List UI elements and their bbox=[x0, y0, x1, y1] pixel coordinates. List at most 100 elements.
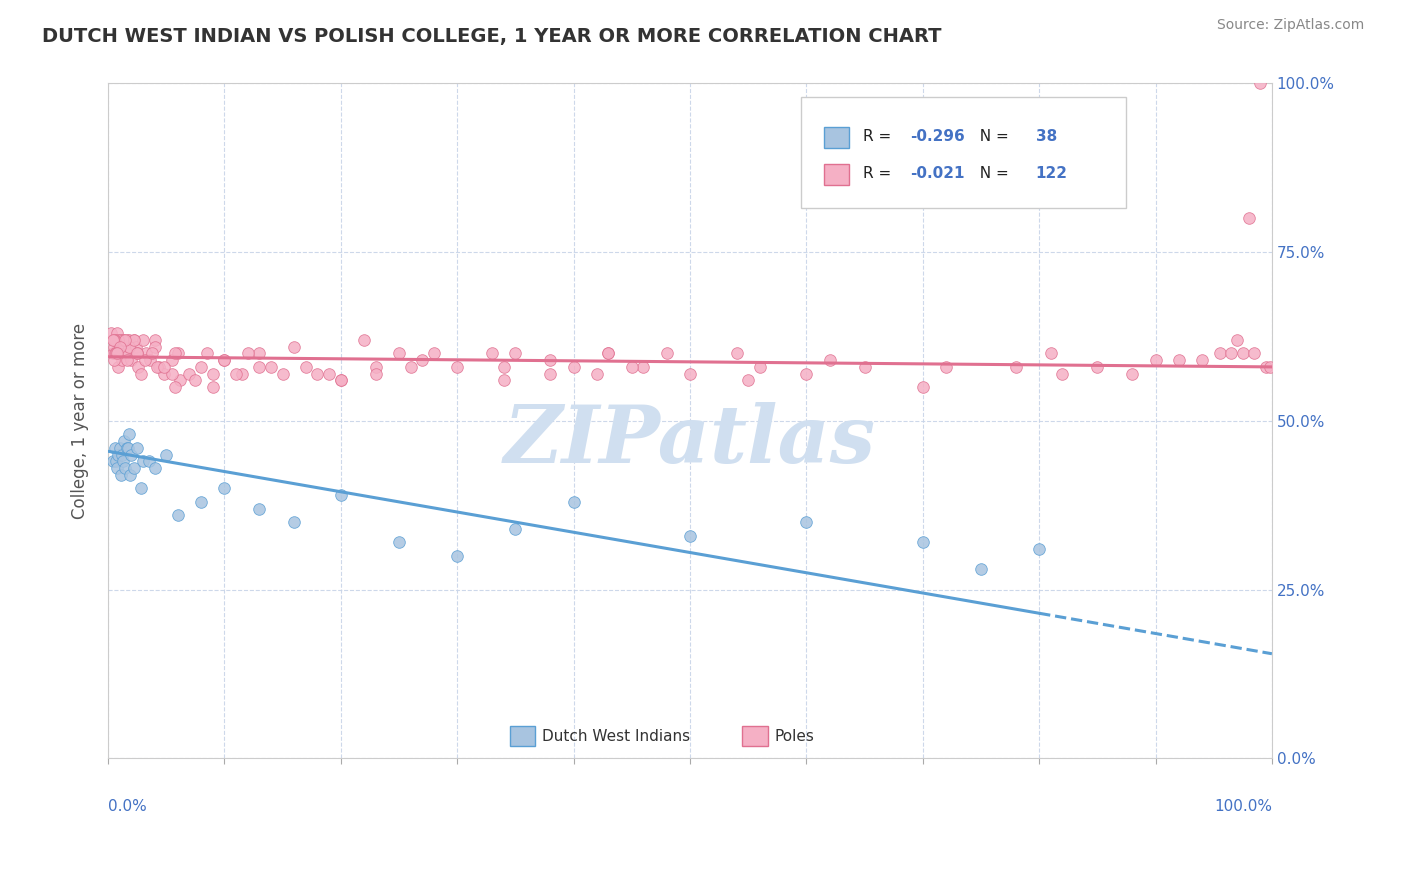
Point bbox=[107, 359, 129, 374]
Point bbox=[117, 441, 139, 455]
Point bbox=[104, 333, 127, 347]
Point bbox=[1237, 211, 1260, 226]
Text: N =: N = bbox=[970, 128, 1014, 144]
Point bbox=[190, 359, 212, 374]
Point bbox=[103, 340, 125, 354]
Point bbox=[562, 359, 585, 374]
Point bbox=[283, 515, 305, 529]
Point bbox=[115, 441, 138, 455]
Point bbox=[122, 333, 145, 347]
Point bbox=[114, 333, 136, 347]
Point bbox=[139, 353, 162, 368]
Point bbox=[271, 367, 294, 381]
Point bbox=[260, 359, 283, 374]
Point bbox=[231, 367, 253, 381]
Point bbox=[127, 441, 149, 455]
Point bbox=[111, 353, 134, 368]
Point bbox=[143, 333, 166, 347]
Point bbox=[179, 367, 201, 381]
Point bbox=[100, 326, 122, 340]
Point bbox=[110, 346, 132, 360]
Point bbox=[132, 454, 155, 468]
Point bbox=[165, 380, 187, 394]
Point bbox=[737, 373, 759, 387]
Point bbox=[112, 333, 135, 347]
Point bbox=[633, 359, 655, 374]
Point bbox=[138, 454, 160, 468]
Point bbox=[108, 340, 131, 354]
Point bbox=[143, 340, 166, 354]
Point bbox=[118, 340, 141, 354]
Point bbox=[103, 333, 125, 347]
Text: -0.021: -0.021 bbox=[910, 167, 965, 181]
Point bbox=[118, 427, 141, 442]
Point bbox=[101, 333, 124, 347]
Point bbox=[107, 333, 129, 347]
Point bbox=[1144, 353, 1167, 368]
Point bbox=[236, 346, 259, 360]
Point bbox=[1028, 542, 1050, 557]
Point bbox=[411, 353, 433, 368]
Point bbox=[160, 353, 183, 368]
Point bbox=[107, 448, 129, 462]
Point bbox=[725, 346, 748, 360]
Point bbox=[110, 467, 132, 482]
Point bbox=[105, 326, 128, 340]
Point bbox=[103, 353, 125, 368]
Point bbox=[120, 340, 142, 354]
Point bbox=[492, 359, 515, 374]
Point bbox=[1085, 359, 1108, 374]
Point bbox=[318, 367, 340, 381]
Point bbox=[295, 359, 318, 374]
Point bbox=[166, 508, 188, 523]
Text: N =: N = bbox=[970, 167, 1014, 181]
Point bbox=[214, 353, 236, 368]
Point bbox=[225, 367, 247, 381]
Point bbox=[492, 373, 515, 387]
Point bbox=[679, 528, 702, 542]
Text: 122: 122 bbox=[1036, 167, 1067, 181]
Point bbox=[538, 367, 561, 381]
Point bbox=[146, 359, 169, 374]
Point bbox=[153, 367, 176, 381]
Point bbox=[111, 448, 134, 462]
Point bbox=[329, 373, 352, 387]
Point bbox=[101, 454, 124, 468]
Text: -0.296: -0.296 bbox=[910, 128, 965, 144]
Point bbox=[104, 346, 127, 360]
Point bbox=[105, 461, 128, 475]
Point bbox=[794, 367, 817, 381]
Text: 0.0%: 0.0% bbox=[108, 799, 146, 814]
Point bbox=[115, 333, 138, 347]
FancyBboxPatch shape bbox=[800, 97, 1126, 209]
Point bbox=[1243, 346, 1265, 360]
Point bbox=[1220, 346, 1243, 360]
Point bbox=[364, 367, 387, 381]
Point bbox=[538, 353, 561, 368]
Point bbox=[818, 353, 841, 368]
Point bbox=[114, 461, 136, 475]
Point bbox=[247, 346, 270, 360]
Point bbox=[1052, 367, 1074, 381]
Point bbox=[129, 482, 152, 496]
Point bbox=[1232, 346, 1254, 360]
Point bbox=[118, 333, 141, 347]
Point bbox=[160, 367, 183, 381]
Point bbox=[105, 346, 128, 360]
Text: Source: ZipAtlas.com: Source: ZipAtlas.com bbox=[1216, 18, 1364, 32]
Point bbox=[388, 346, 411, 360]
Point bbox=[141, 346, 163, 360]
Point bbox=[353, 333, 375, 347]
FancyBboxPatch shape bbox=[824, 164, 849, 185]
Point bbox=[112, 333, 135, 347]
Point bbox=[446, 549, 468, 563]
Point bbox=[195, 346, 218, 360]
Point bbox=[132, 333, 155, 347]
Point bbox=[505, 522, 527, 536]
Point bbox=[562, 495, 585, 509]
Point bbox=[1208, 346, 1230, 360]
Point bbox=[129, 367, 152, 381]
Point bbox=[329, 373, 352, 387]
FancyBboxPatch shape bbox=[509, 726, 536, 747]
Point bbox=[184, 373, 207, 387]
